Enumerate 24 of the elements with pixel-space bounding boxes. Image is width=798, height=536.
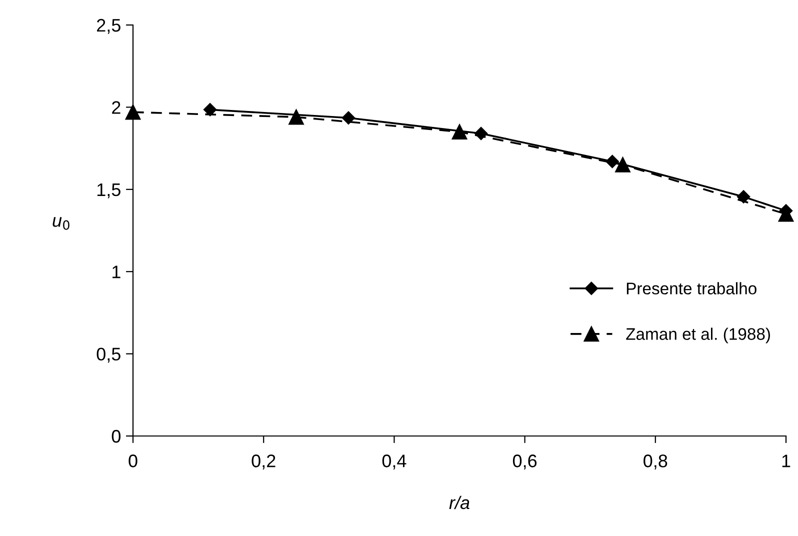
y-tick-label: 0 (112, 430, 120, 443)
x-tick-label: 0 (128, 454, 138, 468)
x-tick-label: 0,2 (252, 454, 276, 470)
y-tick-label: 1,5 (97, 184, 120, 198)
y-tick-label: 0,5 (96, 348, 120, 363)
y-tick-label: 2 (112, 101, 120, 114)
point (288, 109, 304, 125)
point (615, 157, 630, 172)
point (342, 111, 356, 124)
y-axis-title: u$_{0}$ (52, 217, 70, 230)
x-axis-title: r/a (449, 496, 470, 510)
y-tick-label: 2,5 (97, 18, 120, 34)
x-tick-label: 1 (782, 454, 790, 468)
x-tick-label: 0,8 (644, 454, 668, 470)
x-tick-label: 0,4 (382, 454, 406, 470)
point (606, 154, 619, 168)
x-tick-label: 0,6 (512, 454, 537, 470)
y-tick-label: 1 (112, 266, 120, 278)
point (736, 190, 750, 204)
point (452, 124, 468, 140)
legend-label: Presente trabalho (626, 282, 756, 294)
point (203, 103, 217, 116)
point (125, 104, 141, 120)
legend-label: Zaman et al. (1988) (626, 328, 770, 344)
